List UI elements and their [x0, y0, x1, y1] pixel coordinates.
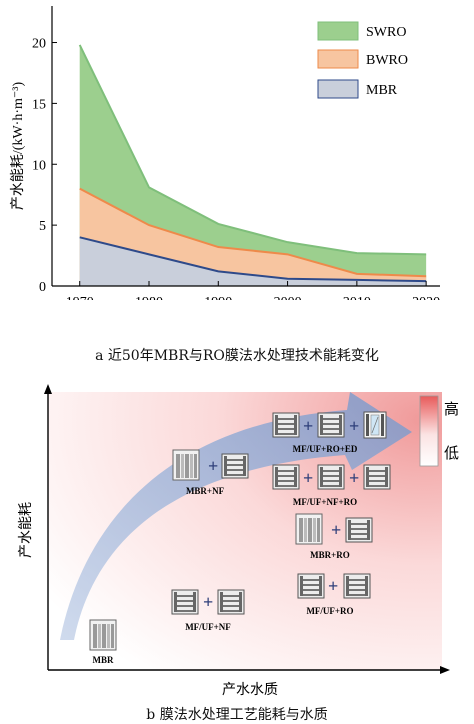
y-tick-label: 20: [32, 37, 46, 52]
y-axis-b-label: 产水能耗: [18, 502, 34, 558]
x-tick-label: 1990: [204, 295, 232, 300]
process-label-mbr-nf: MBR+NF: [186, 486, 225, 496]
plus-icon: +: [349, 416, 359, 436]
colorbar-high-label: 高: [444, 401, 459, 418]
legend-label-mbr: MBR: [366, 83, 398, 98]
x-axis-b-label: 产水水质: [222, 682, 278, 698]
colorbar-low-label: 低: [444, 445, 459, 462]
series-line-bwro: [79, 187, 427, 278]
mfuf-ro-ed-module-icon: [317, 412, 345, 438]
chart-a-caption: a 近50年MBR与RO膜法水处理技术能耗变化: [95, 348, 379, 364]
legend-swatch-swro: [317, 21, 359, 41]
mfuf-nf-module-icon: [217, 589, 245, 615]
x-tick-label: 1970: [66, 295, 94, 300]
x-tick-label: 2020: [412, 295, 440, 300]
mfuf-ro-module-icon: [343, 573, 371, 599]
mfuf-ro-module-icon: [297, 573, 325, 599]
x-tick-label: 1980: [135, 295, 163, 300]
process-label-mfuf-ro: MF/UF+RO: [306, 606, 353, 616]
colorbar: [419, 395, 439, 467]
process-label-mbr: MBR: [93, 655, 114, 665]
area-swro: [79, 44, 427, 287]
x-tick-label: 2000: [274, 295, 302, 300]
mbr-ro-tank-icon: [295, 513, 323, 545]
mfuf-nf-ro-module-icon: [363, 464, 391, 490]
series-line-mbr: [79, 236, 427, 283]
trend-arrow: [60, 392, 412, 640]
y-axis-a-label: 产水能耗/(kW·h·m⁻³): [10, 82, 26, 211]
mbr-ro-module-icon: [345, 517, 373, 543]
mbr-nf-tank-icon: [172, 449, 200, 481]
ed-cell-icon: [363, 411, 387, 439]
legend-swatch-mbr: [317, 79, 359, 99]
x-axis-arrowhead: [440, 666, 450, 674]
process-label-mfuf-nf: MF/UF+NF: [185, 622, 231, 632]
mfuf-nf-ro-module-icon: [317, 464, 345, 490]
process-label-mfuf-nf-ro: MF/UF+NF+RO: [293, 497, 357, 507]
y-tick-label: 15: [32, 97, 46, 112]
plus-icon: +: [203, 592, 213, 612]
plus-icon: +: [208, 456, 218, 476]
mbr-nf-module-icon: [221, 453, 249, 479]
y-tick-label: 5: [39, 219, 46, 234]
process-label-mbr-ro: MBR+RO: [310, 550, 350, 560]
chart-a-plot: 05101520197019801990200020102020年份产水能耗/(…: [10, 6, 440, 300]
x-tick-label: 2010: [343, 295, 371, 300]
legend-label-swro: SWRO: [366, 25, 406, 40]
series-line-swro: [78, 44, 427, 256]
y-tick-label: 0: [39, 280, 46, 295]
chart-b-caption: b 膜法水处理工艺能耗与水质: [146, 707, 328, 723]
y-axis-arrowhead: [44, 384, 52, 394]
legend-label-bwro: BWRO: [366, 53, 408, 68]
plus-icon: +: [349, 468, 359, 488]
process-label-mfuf-ro-ed: MF/UF+RO+ED: [293, 444, 358, 454]
mfuf-nf-module-icon: [171, 589, 199, 615]
mbr-icon: [89, 619, 117, 651]
chart-a: 05101520197019801990200020102020年份产水能耗/(…: [10, 6, 440, 300]
plus-icon: +: [331, 520, 341, 540]
area-mbr: [79, 237, 427, 286]
y-tick-label: 10: [32, 158, 46, 173]
legend-swatch-bwro: [317, 49, 359, 69]
plus-icon: +: [328, 576, 338, 596]
mfuf-ro-ed-module-icon: [272, 412, 300, 438]
mfuf-nf-ro-module-icon: [272, 464, 300, 490]
plus-icon: +: [303, 416, 313, 436]
plus-icon: +: [303, 468, 313, 488]
